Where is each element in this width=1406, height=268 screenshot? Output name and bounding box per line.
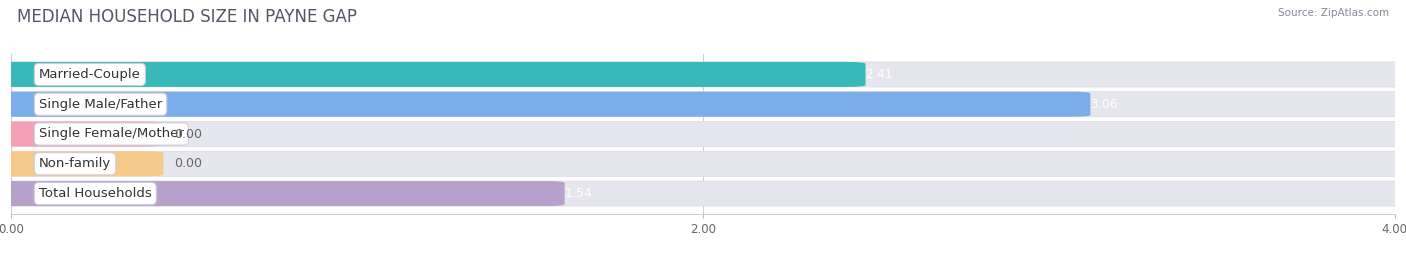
FancyBboxPatch shape <box>0 151 163 176</box>
FancyBboxPatch shape <box>0 121 1406 147</box>
FancyBboxPatch shape <box>0 92 1091 117</box>
Text: Non-family: Non-family <box>39 157 111 170</box>
FancyBboxPatch shape <box>0 181 565 206</box>
Text: 2.41: 2.41 <box>866 68 893 81</box>
Text: 0.00: 0.00 <box>174 157 202 170</box>
Text: Source: ZipAtlas.com: Source: ZipAtlas.com <box>1278 8 1389 18</box>
Text: 1.54: 1.54 <box>565 187 592 200</box>
FancyBboxPatch shape <box>0 151 1406 176</box>
Text: Married-Couple: Married-Couple <box>39 68 141 81</box>
FancyBboxPatch shape <box>0 181 1406 206</box>
Text: 3.06: 3.06 <box>1091 98 1118 111</box>
Text: Single Female/Mother: Single Female/Mother <box>39 128 184 140</box>
Text: Total Households: Total Households <box>39 187 152 200</box>
FancyBboxPatch shape <box>0 62 1406 87</box>
FancyBboxPatch shape <box>0 62 866 87</box>
Text: 0.00: 0.00 <box>174 128 202 140</box>
Text: Single Male/Father: Single Male/Father <box>39 98 162 111</box>
FancyBboxPatch shape <box>0 92 1406 117</box>
Text: MEDIAN HOUSEHOLD SIZE IN PAYNE GAP: MEDIAN HOUSEHOLD SIZE IN PAYNE GAP <box>17 8 357 26</box>
FancyBboxPatch shape <box>0 121 163 147</box>
